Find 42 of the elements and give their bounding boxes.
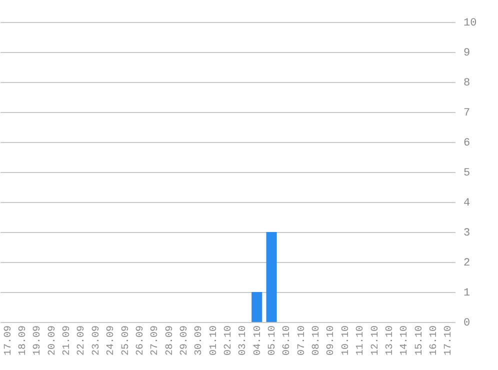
x-tick-label: 09.10 [326, 326, 338, 356]
x-tick-label: 24.09 [106, 326, 118, 356]
x-tick-label: 20.09 [47, 326, 58, 356]
x-tick-label: 17.09 [3, 326, 14, 356]
x-tick-label: 30.09 [194, 326, 206, 356]
x-tick-label: 19.09 [32, 326, 44, 356]
x-tick-label: 07.10 [296, 326, 308, 356]
x-tick-label: 04.10 [252, 326, 264, 356]
y-tick-label: 9 [464, 48, 470, 60]
x-tick-label: 11.10 [356, 326, 367, 356]
x-tick-label: 23.09 [91, 326, 102, 356]
x-tick-label: 02.10 [224, 326, 234, 356]
x-tick-label: 17.10 [444, 326, 455, 356]
x-tick-label: 06.10 [282, 326, 294, 356]
x-tick-label: 28.09 [164, 326, 176, 356]
x-tick-label: 21.09 [62, 326, 74, 356]
y-tick-label: 6 [464, 138, 470, 150]
x-tick-label: 14.10 [400, 326, 411, 356]
x-tick-label: 27.09 [150, 326, 162, 356]
y-tick-label: 2 [464, 258, 470, 270]
y-tick-label: 7 [464, 108, 470, 120]
x-tick-label: 16.10 [428, 326, 440, 356]
x-tick-label: 10.10 [340, 326, 352, 356]
x-tick-label: 08.10 [312, 326, 323, 356]
x-tick-label: 13.10 [384, 326, 396, 356]
y-tick-label: 5 [464, 168, 470, 180]
y-tick-label: 1 [464, 288, 470, 300]
x-tick-label: 01.10 [208, 326, 220, 356]
x-tick-label: 18.09 [18, 326, 30, 356]
x-tick-label: 26.09 [135, 326, 146, 356]
x-tick-label: 05.10 [268, 326, 279, 356]
y-tick-label: 3 [464, 228, 470, 240]
x-tick-label: 29.09 [179, 326, 190, 356]
y-tick-label: 10 [464, 18, 477, 30]
x-tick-label: 25.09 [120, 326, 132, 356]
x-tick-label: 15.10 [414, 326, 426, 356]
x-tick-label: 22.09 [76, 326, 88, 356]
x-tick-label: 03.10 [238, 326, 250, 356]
y-tick-label: 4 [464, 198, 470, 210]
y-tick-label: 8 [464, 78, 470, 90]
x-tick-label: 12.10 [370, 326, 382, 356]
y-tick-label: 0 [464, 318, 470, 330]
